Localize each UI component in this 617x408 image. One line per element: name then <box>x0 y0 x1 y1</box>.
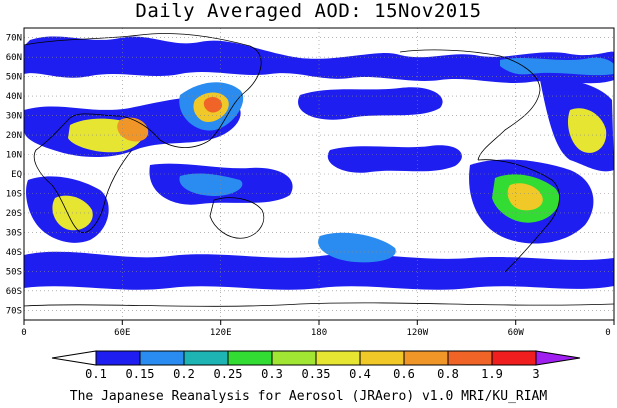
lat-label: 40S <box>6 248 22 258</box>
colorbar-labels: 0.1 0.15 0.2 0.25 0.3 0.35 0.4 0.6 0.8 1.9 3 <box>85 367 539 381</box>
lat-label: 20N <box>6 131 22 141</box>
colorbar-level-label: 0.1 <box>85 367 107 381</box>
colorbar-level-label: 0.15 <box>126 367 155 381</box>
aod-field <box>24 36 614 290</box>
lat-label: 30S <box>6 228 22 238</box>
lat-label: 10N <box>6 151 22 161</box>
colorbar-level-label: 0.35 <box>302 367 331 381</box>
lat-label: 30N <box>6 112 22 122</box>
aod-region-north-pacific-east <box>298 87 443 120</box>
aod-region-atlantic-north <box>500 57 614 76</box>
lon-label: 0 <box>21 328 26 338</box>
colorbar-swatch <box>447 350 493 366</box>
aod-region-atlantic-dust <box>567 108 607 153</box>
colorbar-level-label: 0.8 <box>437 367 459 381</box>
lat-label: 20S <box>6 209 22 219</box>
colorbar-level-label: 1.9 <box>481 367 503 381</box>
colorbar-swatch-low <box>51 350 97 366</box>
colorbar-swatches <box>51 350 581 366</box>
lat-label: 70S <box>6 306 22 316</box>
colorbar-swatch <box>227 350 273 366</box>
footer-credit: The Japanese Reanalysis for Aerosol (JRA… <box>69 389 548 404</box>
axis-ticks <box>23 320 615 325</box>
colorbar-swatch <box>183 350 229 366</box>
lat-label: 70N <box>6 34 22 44</box>
map-title: Daily Averaged AOD: 15Nov2015 <box>135 0 482 22</box>
aod-map: 70N 60N 50N 40N 30N 20N 10N EQ 10S 20S 3… <box>6 27 615 338</box>
lon-label: 60W <box>508 328 525 338</box>
colorbar-swatch <box>95 350 141 366</box>
lon-label: 0 <box>605 328 610 338</box>
colorbar-swatch <box>403 350 449 366</box>
coastlines <box>24 33 614 307</box>
lat-label: EQ <box>11 170 22 180</box>
colorbar-swatch <box>491 350 537 366</box>
coastline-australia <box>209 197 265 239</box>
coastline-north-america <box>399 49 541 161</box>
lon-label: 180 <box>311 328 327 338</box>
lat-label: 50N <box>6 73 22 83</box>
colorbar-level-label: 0.2 <box>173 367 195 381</box>
colorbar-level-label: 0.4 <box>349 367 371 381</box>
colorbar-swatch <box>139 350 185 366</box>
aod-region-east-asia-peak <box>203 96 223 113</box>
lon-label: 120E <box>210 328 232 338</box>
lat-label: 60N <box>6 53 22 63</box>
lat-label: 60S <box>6 287 22 297</box>
colorbar-swatch <box>271 350 317 366</box>
lat-label: 10S <box>6 190 22 200</box>
colorbar-level-label: 0.3 <box>261 367 283 381</box>
colorbar: 0.1 0.15 0.2 0.25 0.3 0.35 0.4 0.6 0.8 1.9 3 <box>51 350 581 381</box>
aod-region-amazon-core <box>507 183 543 211</box>
aod-region-tropical-pacific <box>327 145 462 173</box>
colorbar-swatch <box>359 350 405 366</box>
colorbar-level-label: 0.25 <box>214 367 243 381</box>
lat-label: 40N <box>6 92 22 102</box>
coastline-eurasia-africa <box>24 33 262 233</box>
longitude-labels: 0 60E 120E 180 120W 60W 0 <box>21 328 610 338</box>
aod-region-southern-ocean-patch <box>318 232 396 263</box>
colorbar-swatch-high <box>535 350 581 366</box>
coastline-antarctica <box>24 302 614 307</box>
aod-region-indonesia <box>179 173 243 196</box>
colorbar-swatch <box>315 350 361 366</box>
aod-region-southern-ocean <box>24 251 614 290</box>
colorbar-level-label: 0.6 <box>393 367 415 381</box>
lon-label: 120W <box>406 328 428 338</box>
latitude-labels: 70N 60N 50N 40N 30N 20N 10N EQ 10S 20S 3… <box>6 34 22 317</box>
lon-label: 60E <box>114 328 130 338</box>
lat-label: 50S <box>6 267 22 277</box>
aod-region-north-pacific <box>24 36 614 84</box>
gridlines <box>24 28 614 320</box>
colorbar-level-label: 3 <box>532 367 539 381</box>
